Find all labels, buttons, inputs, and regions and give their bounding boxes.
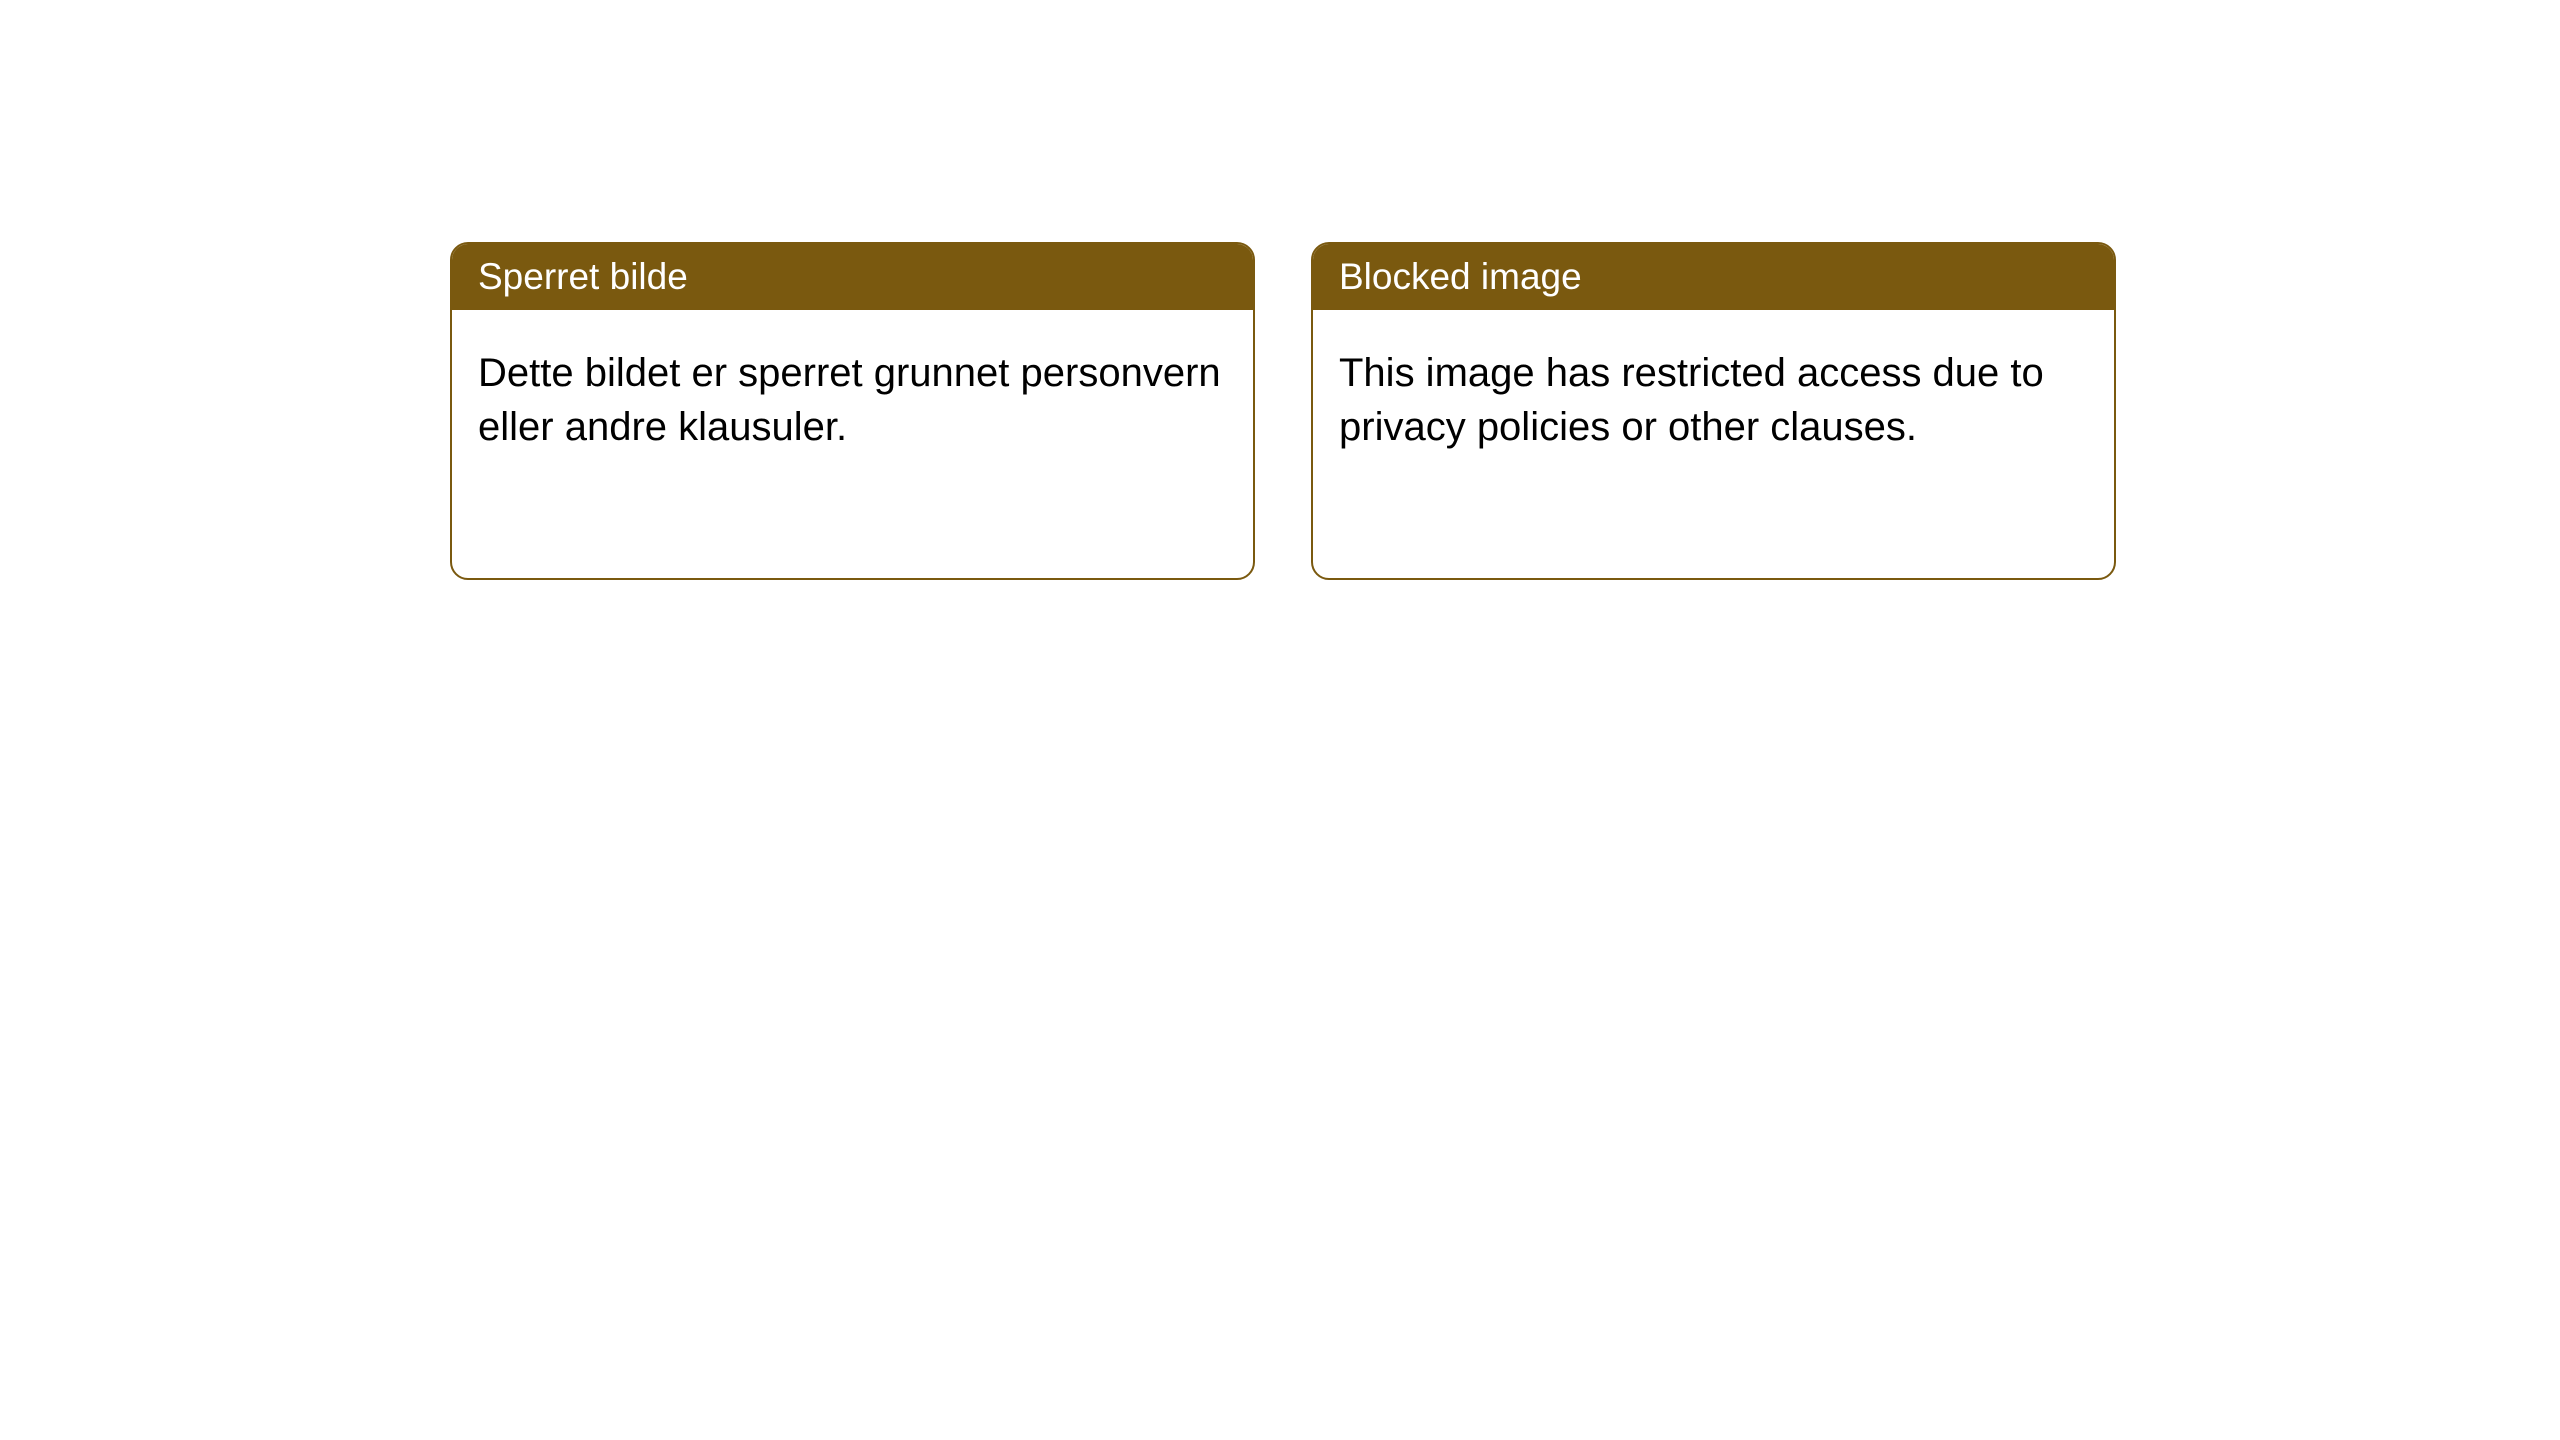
card-body: Dette bildet er sperret grunnet personve… [452,310,1253,490]
card-body-text: Dette bildet er sperret grunnet personve… [478,351,1221,449]
card-header-text: Sperret bilde [478,256,688,297]
notice-cards-container: Sperret bilde Dette bildet er sperret gr… [450,242,2116,580]
card-header: Sperret bilde [452,244,1253,310]
card-body: This image has restricted access due to … [1313,310,2114,490]
card-body-text: This image has restricted access due to … [1339,351,2044,449]
card-header-text: Blocked image [1339,256,1582,297]
notice-card-english: Blocked image This image has restricted … [1311,242,2116,580]
notice-card-norwegian: Sperret bilde Dette bildet er sperret gr… [450,242,1255,580]
card-header: Blocked image [1313,244,2114,310]
